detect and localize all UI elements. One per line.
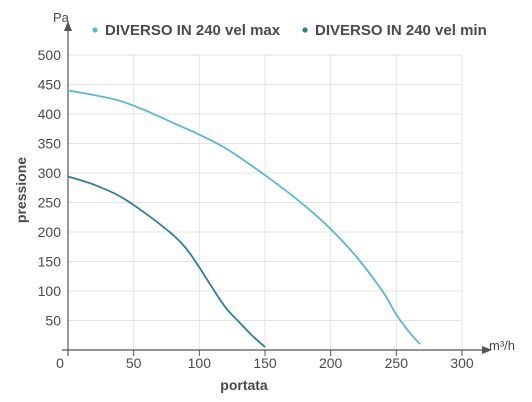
tick-labels: 50 100 150 200 250 300 350 400 450 500 0 50 100 150 20… [38,47,474,371]
x-tick-label: 0 [56,355,64,371]
axes [62,21,492,356]
x-tick-label: 150 [253,355,277,371]
series-line-2 [67,175,266,348]
legend-label-1: DIVERSO IN 240 vel max [105,22,281,39]
y-tick-label: 50 [45,313,61,329]
series-line-1 [67,89,421,345]
x-tick-label: 200 [319,355,343,371]
x-tick-label: 100 [188,355,212,371]
y-tick-label: 400 [38,106,62,122]
legend-label-2: DIVERSO IN 240 vel min [315,22,487,39]
y-tick-label: 150 [38,254,62,270]
y-tick-label: 500 [38,47,62,63]
x-axis-unit: m³/h [489,338,515,353]
x-axis-arrow [482,346,492,354]
y-tick-label: 350 [38,136,62,152]
grid [68,54,463,350]
x-tick-label: 250 [385,355,409,371]
x-tick-label: 50 [126,355,142,371]
y-axis-arrow [64,21,72,31]
legend: DIVERSO IN 240 vel max DIVERSO IN 240 vel… [92,22,487,39]
y-tick-label: 450 [38,77,62,93]
y-axis-title: pressione [13,157,29,223]
y-tick-label: 300 [38,165,62,181]
x-tick-label: 300 [450,355,474,371]
y-tick-label: 100 [38,283,62,299]
y-axis-unit: Pa [53,10,70,25]
y-tick-label: 250 [38,195,62,211]
legend-marker-2 [302,27,308,33]
series-lines [67,89,421,348]
legend-marker-1 [92,27,98,33]
y-tick-label: 200 [38,224,62,240]
x-axis-title: portata [220,377,268,393]
